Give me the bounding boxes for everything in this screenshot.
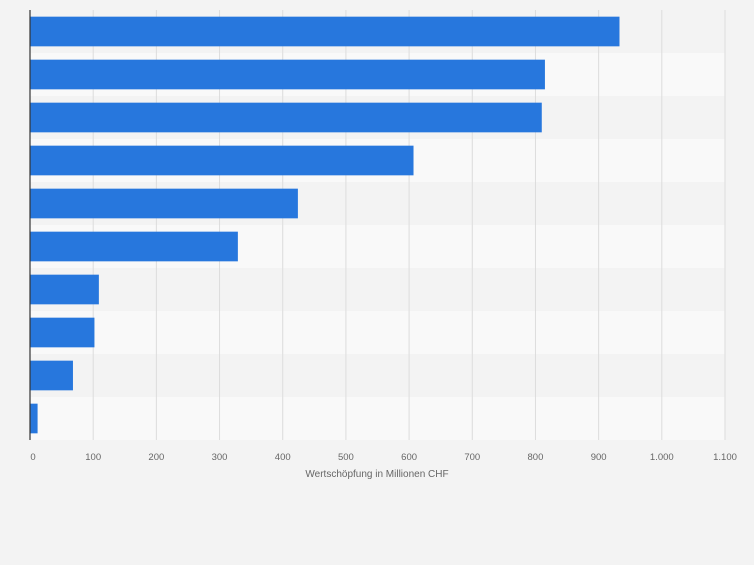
row-band — [30, 311, 725, 354]
x-tick-label: 500 — [338, 452, 354, 463]
x-tick-label: 600 — [401, 452, 417, 463]
x-axis-label: Wertschöpfung in Millionen CHF — [305, 469, 448, 480]
bar[interactable] — [30, 16, 620, 47]
x-tick-label: 900 — [591, 452, 607, 463]
bar[interactable] — [30, 360, 73, 391]
row-band — [30, 397, 725, 440]
x-tick-label: 100 — [85, 452, 101, 463]
x-tick-label: 1.000 — [650, 452, 674, 463]
bar[interactable] — [30, 274, 99, 305]
bar[interactable] — [30, 59, 545, 90]
bar[interactable] — [30, 145, 414, 176]
x-tick-label: 1.100 — [713, 452, 737, 463]
bar[interactable] — [30, 102, 542, 133]
x-tick-label: 200 — [148, 452, 164, 463]
row-band — [30, 268, 725, 311]
bar[interactable] — [30, 403, 38, 434]
x-axis-ticks: 0 100 200 300 400 500 600 700 800 900 1.000 1.100 — [30, 452, 737, 463]
x-tick-label: 700 — [464, 452, 480, 463]
x-tick-label: 0 — [30, 452, 35, 463]
bar[interactable] — [30, 188, 298, 219]
x-tick-label: 800 — [528, 452, 544, 463]
row-band — [30, 354, 725, 397]
x-tick-label: 400 — [275, 452, 291, 463]
x-tick-label: 300 — [212, 452, 228, 463]
bars — [30, 16, 620, 434]
bar[interactable] — [30, 317, 95, 348]
bar[interactable] — [30, 231, 238, 262]
